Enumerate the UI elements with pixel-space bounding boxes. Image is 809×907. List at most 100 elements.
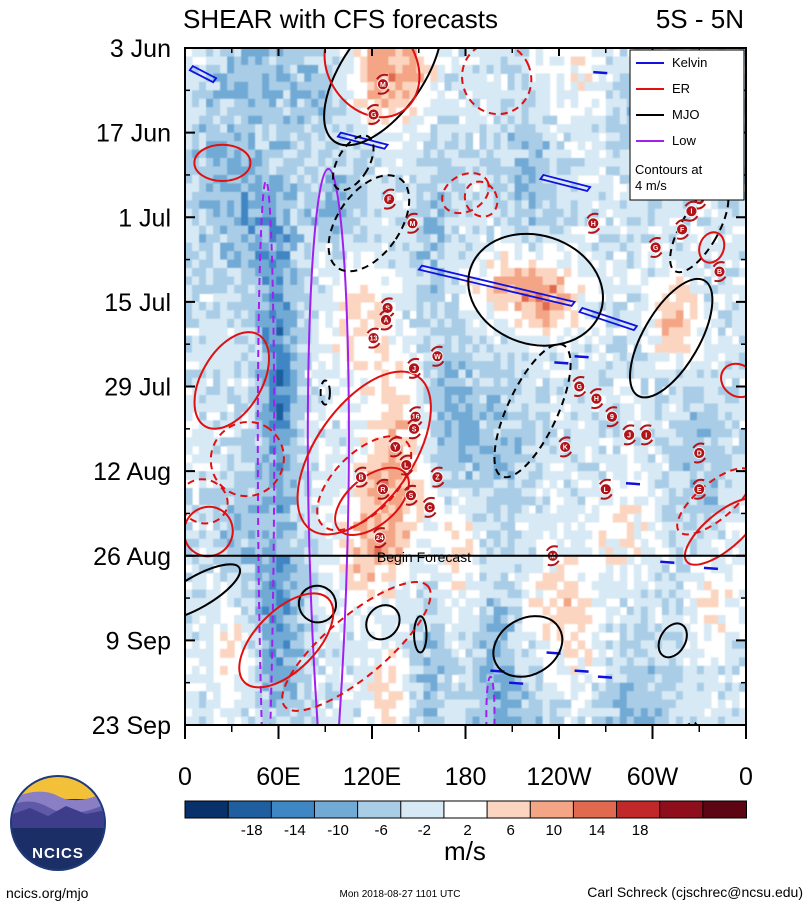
heatmap-cell	[732, 631, 740, 641]
heatmap-cell	[339, 217, 347, 227]
heatmap-cell	[584, 132, 593, 142]
heatmap-cell	[353, 665, 361, 675]
heatmap-cell	[486, 208, 495, 218]
heatmap-cell	[325, 149, 333, 159]
heatmap-cell	[213, 437, 221, 447]
heatmap-cell	[290, 284, 298, 294]
heatmap-cell	[689, 648, 698, 658]
heatmap-cell	[479, 90, 488, 100]
heatmap-cell	[248, 200, 256, 210]
heatmap-cell	[710, 479, 719, 489]
heatmap-cell	[416, 64, 424, 74]
heatmap-cell	[444, 344, 453, 354]
heatmap-cell	[276, 598, 284, 608]
heatmap-cell	[472, 64, 481, 74]
heatmap-cell	[486, 174, 495, 184]
heatmap-cell	[640, 598, 649, 608]
heatmap-cell	[360, 191, 368, 201]
heatmap-cell	[465, 310, 474, 320]
heatmap-cell	[241, 589, 249, 599]
heatmap-cell	[353, 251, 361, 261]
heatmap-cell	[199, 318, 207, 328]
heatmap-cell	[577, 200, 586, 210]
heatmap-cell	[598, 191, 607, 201]
heatmap-cell	[185, 674, 193, 684]
heatmap-cell	[185, 64, 193, 74]
heatmap-cell	[430, 276, 438, 286]
heatmap-cell	[626, 691, 635, 701]
heatmap-cell	[367, 242, 375, 252]
heatmap-cell	[458, 141, 467, 151]
heatmap-cell	[535, 48, 544, 58]
heatmap-cell	[430, 581, 438, 591]
heatmap-cell	[535, 225, 544, 235]
heatmap-cell	[675, 301, 684, 311]
heatmap-cell	[619, 665, 628, 675]
heatmap-cell	[248, 174, 256, 184]
heatmap-cell	[605, 64, 614, 74]
heatmap-cell	[311, 513, 319, 523]
heatmap-cell	[304, 268, 312, 278]
heatmap-cell	[430, 403, 438, 413]
heatmap-cell	[304, 141, 312, 151]
heatmap-cell	[213, 200, 221, 210]
heatmap-cell	[493, 581, 502, 591]
heatmap-cell	[591, 513, 600, 523]
heatmap-cell	[374, 344, 382, 354]
heatmap-cell	[185, 174, 193, 184]
heatmap-cell	[311, 98, 319, 108]
heatmap-cell	[325, 572, 333, 582]
heatmap-cell	[535, 149, 544, 159]
heatmap-cell	[661, 589, 670, 599]
heatmap-cell	[346, 344, 354, 354]
heatmap-cell	[297, 107, 305, 117]
heatmap-cell	[430, 648, 438, 658]
heatmap-cell	[591, 411, 600, 421]
heatmap-cell	[213, 699, 221, 709]
heatmap-cell	[213, 378, 221, 388]
heatmap-cell	[325, 640, 333, 650]
heatmap-cell	[725, 386, 733, 396]
heatmap-cell	[381, 378, 389, 388]
heatmap-cell	[374, 183, 382, 193]
heatmap-cell	[437, 428, 445, 438]
heatmap-cell	[374, 538, 382, 548]
heatmap-cell	[388, 242, 396, 252]
heatmap-cell	[493, 471, 502, 481]
heatmap-cell	[248, 284, 256, 294]
heatmap-cell	[290, 598, 298, 608]
heatmap-cell	[619, 352, 628, 362]
heatmap-cell	[535, 445, 544, 455]
heatmap-cell	[718, 327, 726, 337]
heatmap-cell	[290, 242, 298, 252]
heatmap-cell	[591, 378, 600, 388]
heatmap-cell	[276, 581, 284, 591]
heatmap-cell	[479, 48, 488, 58]
heatmap-cell	[255, 318, 263, 328]
heatmap-cell	[290, 606, 298, 616]
heatmap-cell	[507, 699, 516, 709]
heatmap-cell	[276, 48, 284, 58]
heatmap-cell	[465, 73, 474, 83]
heatmap-cell	[542, 183, 551, 193]
heatmap-cell	[402, 115, 410, 125]
heatmap-cell	[605, 386, 614, 396]
heatmap-cell	[647, 648, 656, 658]
heatmap-cell	[725, 284, 733, 294]
heatmap-cell	[584, 598, 593, 608]
heatmap-cell	[542, 403, 551, 413]
heatmap-cell	[276, 200, 284, 210]
heatmap-cell	[535, 521, 544, 531]
heatmap-cell	[276, 242, 284, 252]
heatmap-cell	[591, 301, 600, 311]
heatmap-cell	[486, 234, 495, 244]
heatmap-cell	[507, 344, 516, 354]
heatmap-cell	[479, 623, 488, 633]
heatmap-cell	[633, 598, 642, 608]
heatmap-cell	[605, 141, 614, 151]
heatmap-cell	[360, 640, 368, 650]
heatmap-cell	[241, 572, 249, 582]
heatmap-cell	[255, 691, 263, 701]
heatmap-cell	[199, 411, 207, 421]
heatmap-cell	[269, 682, 277, 692]
